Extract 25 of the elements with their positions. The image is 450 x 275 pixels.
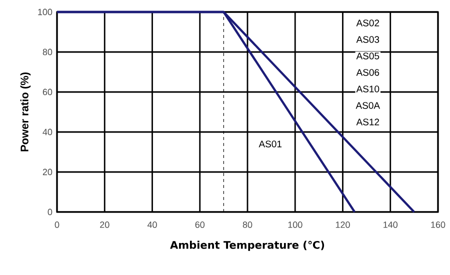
x-axis-title: Ambient Temperature (℃) <box>170 240 324 251</box>
annotation: AS10 <box>356 86 380 92</box>
annotation: AS01 <box>258 140 282 148</box>
x-tick-label: 20 <box>100 222 110 228</box>
annotation: AS03 <box>356 36 380 43</box>
x-tick-label: 40 <box>147 222 157 228</box>
y-tick-label: 20 <box>42 168 52 176</box>
annotation: AS0A <box>356 102 380 109</box>
annotation: AS12 <box>356 118 380 126</box>
x-tick-label: 60 <box>195 222 205 228</box>
annotation: AS05 <box>356 52 380 60</box>
y-axis-title: Power ratio (%) <box>20 72 31 152</box>
annotation: AS02 <box>356 20 380 26</box>
annotation: AS06 <box>356 69 380 76</box>
y-tick-label: 0 <box>48 208 52 216</box>
x-tick-label: 0 <box>54 222 60 228</box>
x-tick-label: 100 <box>288 222 302 228</box>
x-tick-label: 120 <box>336 222 350 228</box>
y-tick-label: 80 <box>42 48 52 56</box>
x-tick-label: 80 <box>242 222 252 228</box>
y-tick-label: 60 <box>42 88 52 96</box>
x-tick-label: 160 <box>431 222 446 228</box>
y-tick-label: 100 <box>38 8 52 16</box>
y-tick-label: 40 <box>42 128 52 136</box>
x-tick-label: 140 <box>384 222 398 228</box>
